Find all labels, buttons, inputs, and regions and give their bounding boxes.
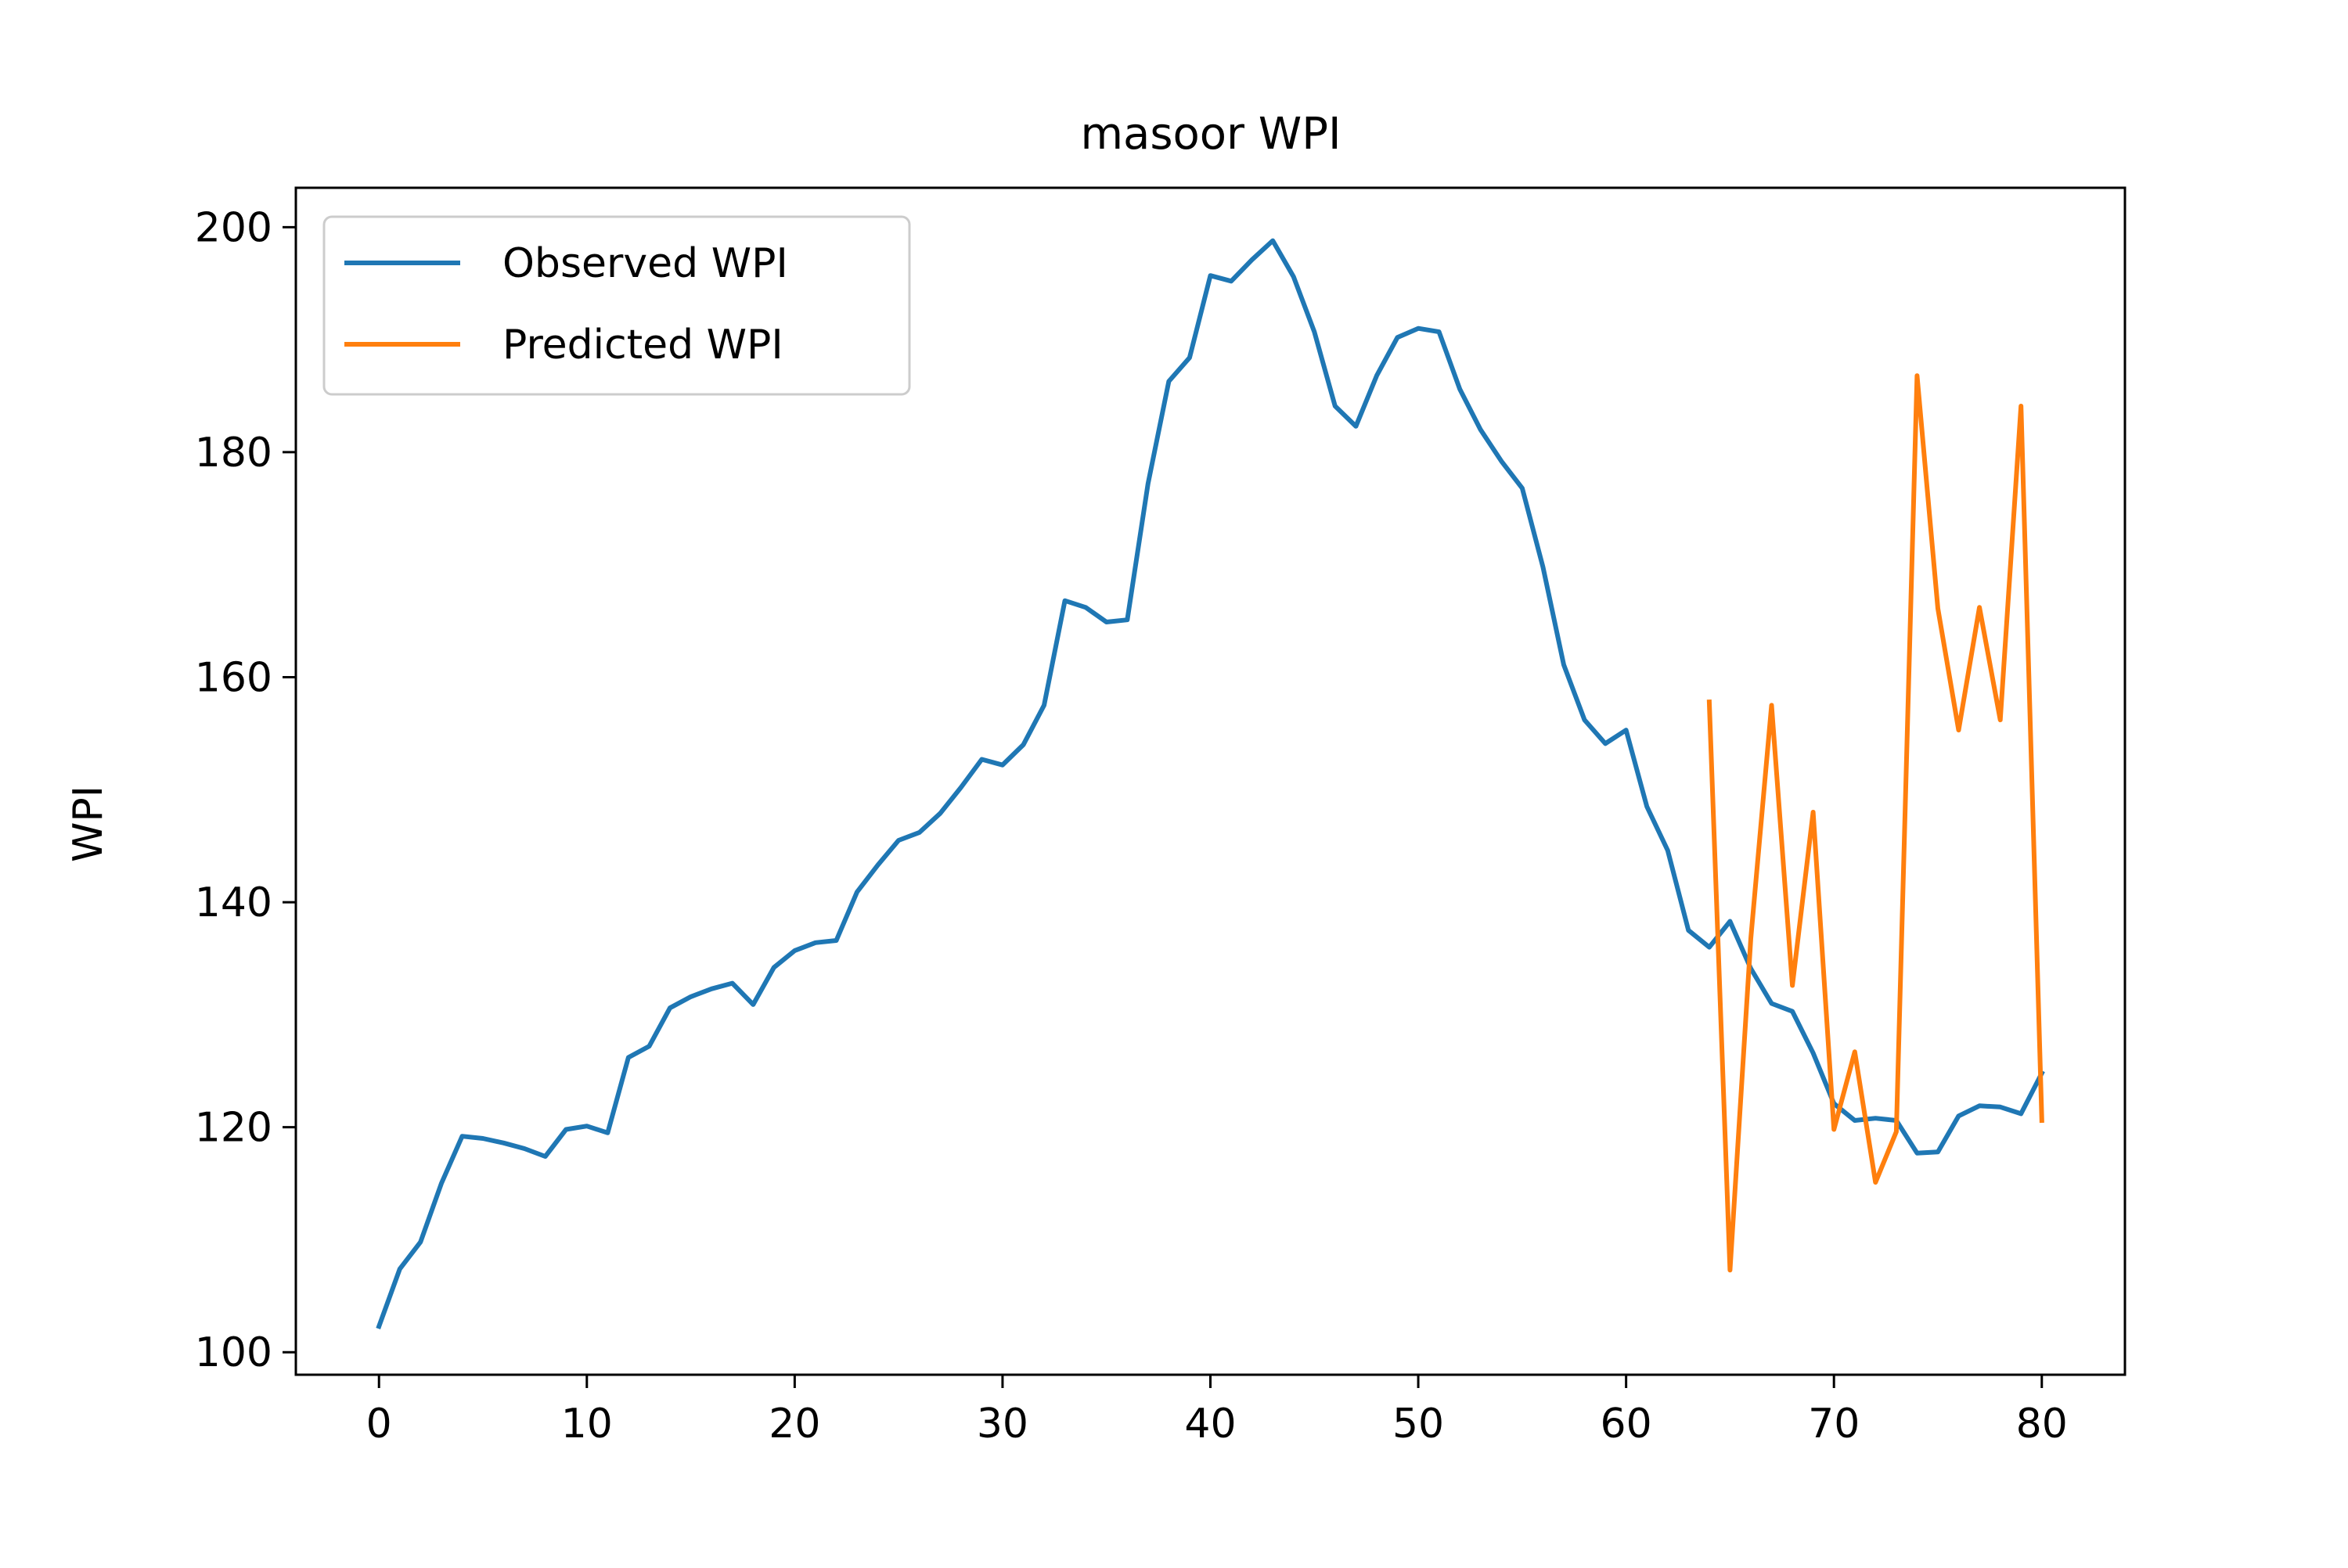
legend-box bbox=[322, 215, 911, 396]
x-tick-label: 80 bbox=[2016, 1401, 2068, 1448]
y-axis-label: WPI bbox=[65, 786, 112, 862]
x-tick-label: 20 bbox=[769, 1401, 820, 1448]
x-tick-label: 0 bbox=[366, 1401, 392, 1448]
x-tick-label: 50 bbox=[1392, 1401, 1444, 1448]
y-tick-label: 100 bbox=[195, 1329, 272, 1376]
x-tick-label: 10 bbox=[561, 1401, 613, 1448]
y-tick-label: 200 bbox=[195, 204, 272, 251]
x-tick-label: 70 bbox=[1808, 1401, 1860, 1448]
x-tick-label: 40 bbox=[1184, 1401, 1236, 1448]
plot-area: 0 10 20 30 40 50 60 70 80 100 120 140 160 180 200 bbox=[195, 186, 2127, 1448]
x-tick-label: 30 bbox=[977, 1401, 1028, 1448]
legend-label-observed-wpi: Observed WPI bbox=[502, 240, 788, 287]
chart-title: masoor WPI bbox=[1080, 109, 1341, 160]
y-tick-label: 160 bbox=[195, 654, 272, 701]
legend: Observed WPI Predicted WPI bbox=[322, 215, 911, 396]
series-line-predicted-wpi bbox=[1706, 373, 2044, 1273]
y-tick-label: 120 bbox=[195, 1105, 272, 1152]
y-tick-label: 140 bbox=[195, 879, 272, 926]
x-tick-label: 60 bbox=[1601, 1401, 1652, 1448]
y-tick-label: 180 bbox=[195, 430, 272, 477]
legend-label-predicted-wpi: Predicted WPI bbox=[502, 322, 783, 369]
series-line-observed-wpi bbox=[376, 238, 2045, 1330]
